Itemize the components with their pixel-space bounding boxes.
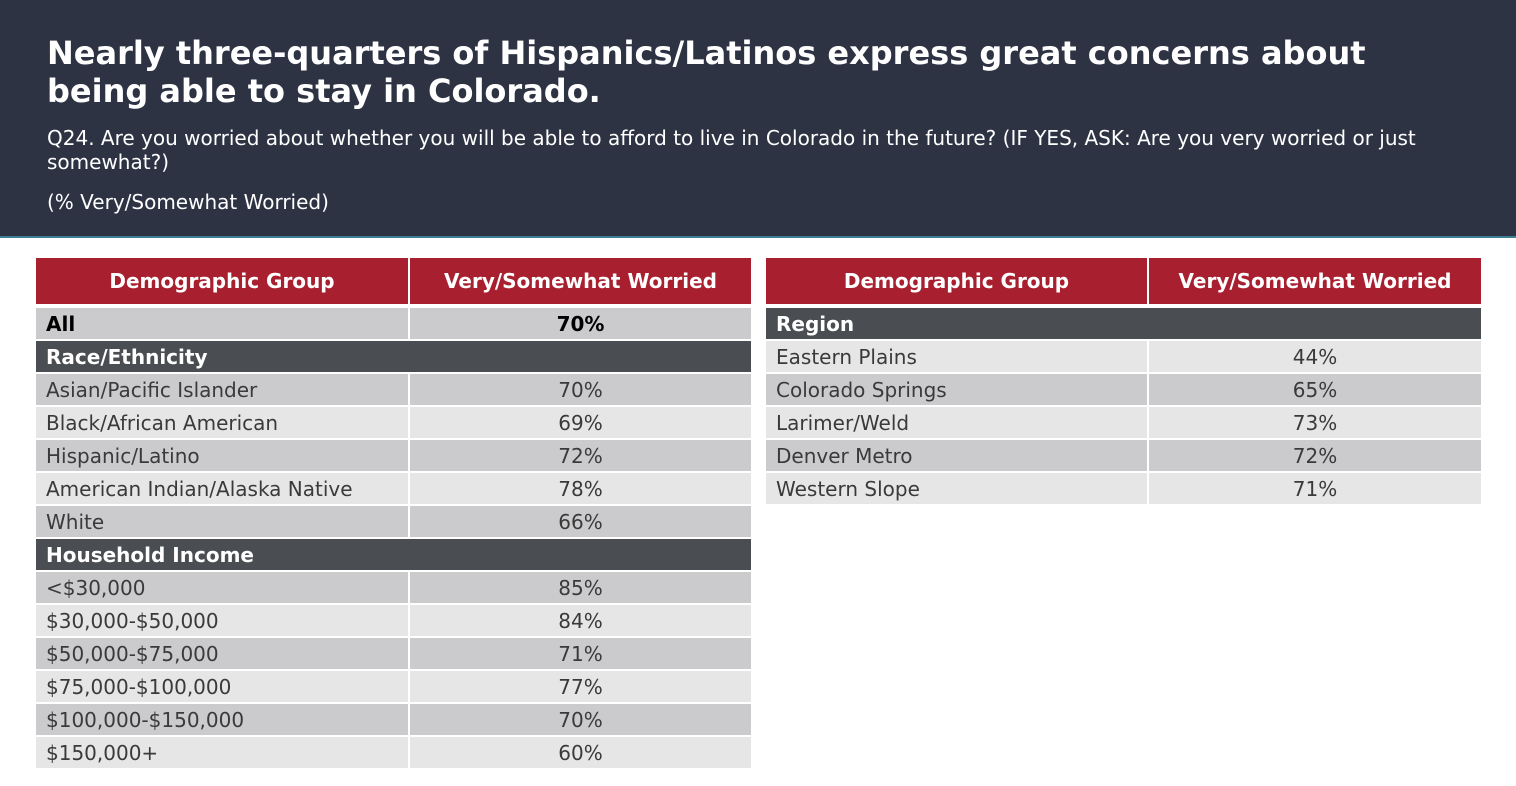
row-value: 69% <box>410 407 753 440</box>
row-label: Western Slope <box>766 473 1149 506</box>
table-row: $100,000-$150,000 70% <box>36 704 753 737</box>
table-row: Denver Metro 72% <box>766 440 1483 473</box>
row-label: $100,000-$150,000 <box>36 704 410 737</box>
slide-title: Nearly three-quarters of Hispanics/Latin… <box>47 34 1366 110</box>
col-header-group: Demographic Group <box>36 258 410 308</box>
row-label: Hispanic/Latino <box>36 440 410 473</box>
col-header-worried: Very/Somewhat Worried <box>1149 258 1483 308</box>
table-row: $75,000-$100,000 77% <box>36 671 753 704</box>
row-label: Black/African American <box>36 407 410 440</box>
row-value: 60% <box>410 737 753 770</box>
table-row: White 66% <box>36 506 753 539</box>
row-value: 70% <box>410 374 753 407</box>
row-value: 73% <box>1149 407 1483 440</box>
table-row: Colorado Springs 65% <box>766 374 1483 407</box>
slide-header: Nearly three-quarters of Hispanics/Latin… <box>0 0 1516 238</box>
row-label: Eastern Plains <box>766 341 1149 374</box>
table-row: $50,000-$75,000 71% <box>36 638 753 671</box>
left-table: Demographic Group Very/Somewhat Worried A… <box>36 258 753 770</box>
table-row: $150,000+ 60% <box>36 737 753 770</box>
row-value: 66% <box>410 506 753 539</box>
row-label: Denver Metro <box>766 440 1149 473</box>
row-value: 71% <box>410 638 753 671</box>
row-label: $30,000-$50,000 <box>36 605 410 638</box>
row-value: 70% <box>410 308 753 341</box>
table-row: American Indian/Alaska Native 78% <box>36 473 753 506</box>
row-value: 72% <box>410 440 753 473</box>
section-row: Household Income <box>36 539 753 572</box>
row-label: Larimer/Weld <box>766 407 1149 440</box>
table-row: Western Slope 71% <box>766 473 1483 506</box>
row-label: $150,000+ <box>36 737 410 770</box>
row-label: $50,000-$75,000 <box>36 638 410 671</box>
right-table: Demographic Group Very/Somewhat Worried R… <box>766 258 1483 506</box>
row-label: White <box>36 506 410 539</box>
table-row: $30,000-$50,000 84% <box>36 605 753 638</box>
row-label: American Indian/Alaska Native <box>36 473 410 506</box>
section-row: Region <box>766 308 1483 341</box>
row-label: <$30,000 <box>36 572 410 605</box>
col-header-worried: Very/Somewhat Worried <box>410 258 753 308</box>
row-label: All <box>36 308 410 341</box>
row-value: 65% <box>1149 374 1483 407</box>
table-row: Hispanic/Latino 72% <box>36 440 753 473</box>
row-value: 72% <box>1149 440 1483 473</box>
table-row: <$30,000 85% <box>36 572 753 605</box>
row-label: $75,000-$100,000 <box>36 671 410 704</box>
row-value: 77% <box>410 671 753 704</box>
col-header-group: Demographic Group <box>766 258 1149 308</box>
section-label: Race/Ethnicity <box>36 341 753 374</box>
table-row: Asian/Pacific Islander 70% <box>36 374 753 407</box>
row-value: 84% <box>410 605 753 638</box>
row-label: Colorado Springs <box>766 374 1149 407</box>
row-value: 71% <box>1149 473 1483 506</box>
table-row: Black/African American 69% <box>36 407 753 440</box>
table-row: Larimer/Weld 73% <box>766 407 1483 440</box>
section-label: Region <box>766 308 1483 341</box>
table-row: All 70% <box>36 308 753 341</box>
table-row: Eastern Plains 44% <box>766 341 1483 374</box>
row-value: 78% <box>410 473 753 506</box>
question-text: Q24. Are you worried about whether you w… <box>47 126 1416 174</box>
subtitle: (% Very/Somewhat Worried) <box>47 190 329 214</box>
row-value: 85% <box>410 572 753 605</box>
section-label: Household Income <box>36 539 753 572</box>
section-row: Race/Ethnicity <box>36 341 753 374</box>
row-value: 44% <box>1149 341 1483 374</box>
row-label: Asian/Pacific Islander <box>36 374 410 407</box>
row-value: 70% <box>410 704 753 737</box>
